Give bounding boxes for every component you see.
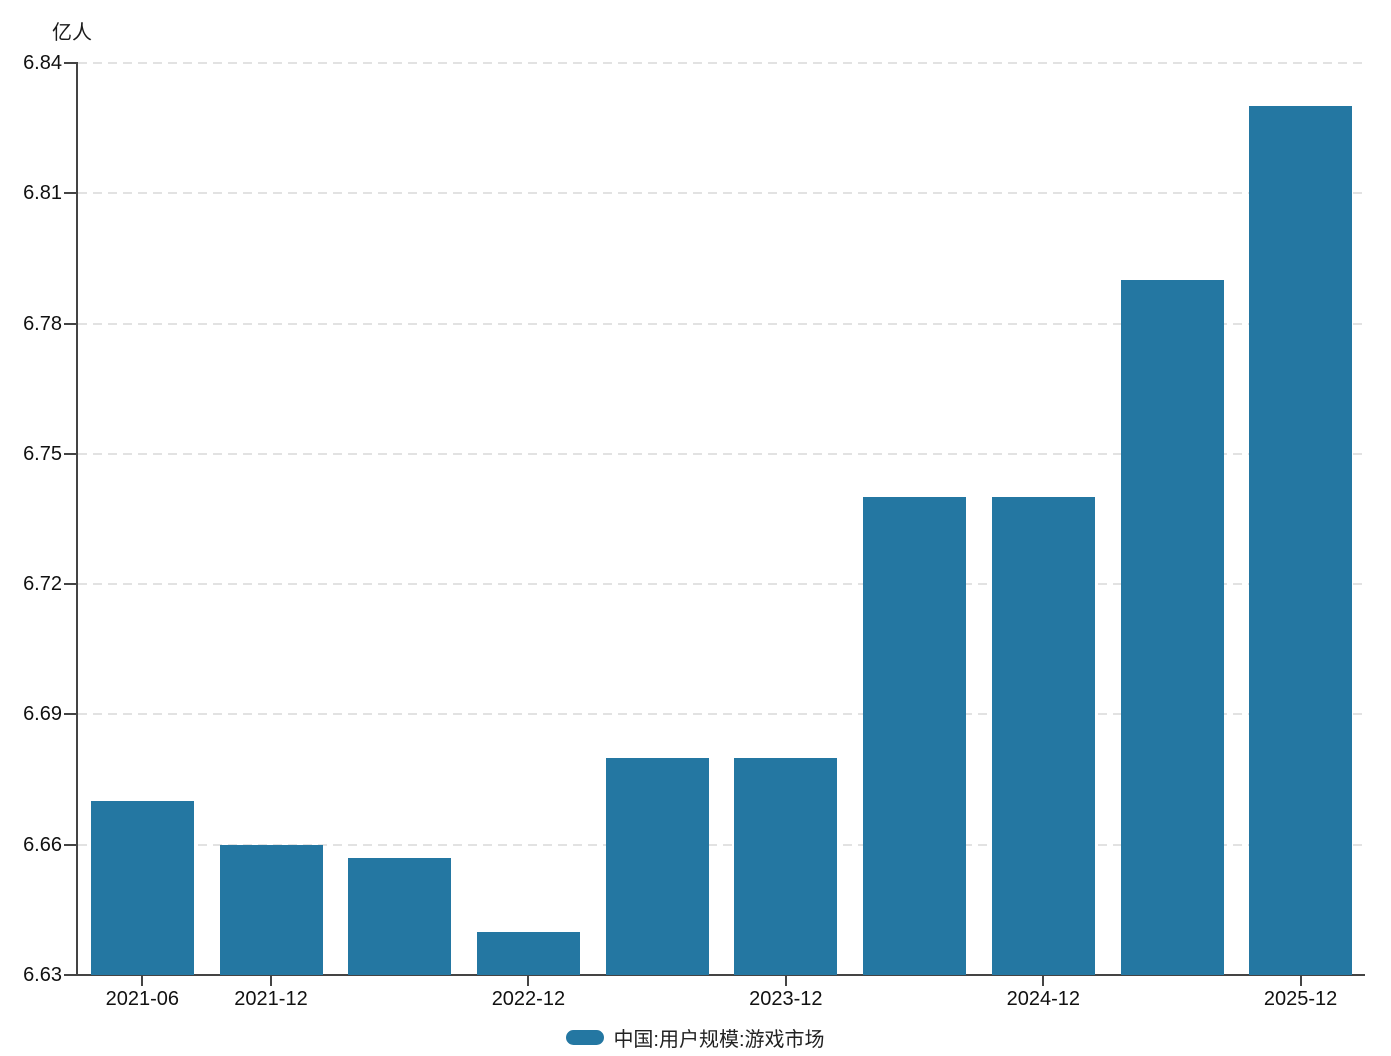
y-grid-line	[78, 62, 1365, 64]
y-grid-line	[78, 844, 1365, 846]
x-tick-mark	[1042, 975, 1045, 986]
legend-swatch	[566, 1030, 605, 1045]
y-grid-line	[78, 192, 1365, 194]
x-tick-mark	[270, 975, 272, 986]
y-tick-label: 6.72	[23, 573, 62, 595]
x-tick-label: 2023-12	[749, 988, 823, 1010]
bar	[348, 857, 452, 975]
y-tick-label: 6.63	[23, 964, 62, 986]
bar	[219, 844, 323, 975]
legend-item[interactable]: 中国:用户规模:游戏市场	[0, 1023, 1391, 1052]
y-tick-mark	[64, 192, 78, 194]
x-tick-label: 2025-12	[1263, 988, 1338, 1010]
bar	[734, 757, 838, 975]
y-grid-line	[78, 453, 1365, 455]
x-tick-mark	[784, 975, 787, 986]
x-tick-mark	[1299, 975, 1302, 986]
bar	[1120, 280, 1224, 975]
y-tick-label: 6.81	[23, 182, 62, 204]
x-tick-label: 2022-12	[491, 988, 566, 1010]
bar	[1249, 106, 1353, 975]
y-tick-mark	[64, 453, 78, 455]
y-tick-mark	[64, 583, 78, 585]
legend-label: 中国:用户规模:游戏市场	[613, 1029, 825, 1051]
x-axis-line	[78, 974, 1365, 976]
y-tick-label: 6.75	[23, 443, 62, 465]
bar	[991, 497, 1095, 975]
y-tick-label: 6.78	[23, 313, 62, 335]
y-grid-line	[78, 713, 1365, 715]
y-tick-label: 6.66	[23, 834, 62, 856]
bar	[90, 801, 194, 975]
bar	[605, 757, 709, 975]
y-axis-line	[76, 63, 78, 975]
x-tick-mark	[141, 975, 144, 986]
y-tick-label: 6.84	[23, 52, 62, 74]
bar	[477, 931, 580, 975]
y-tick-mark	[64, 844, 78, 846]
y-tick-mark	[64, 974, 78, 976]
y-tick-label: 6.69	[23, 703, 62, 725]
y-grid-line	[78, 583, 1365, 585]
y-tick-mark	[64, 62, 78, 64]
y-tick-mark	[64, 323, 78, 325]
bar	[863, 497, 967, 975]
x-tick-label: 2021-12	[234, 988, 308, 1010]
y-tick-mark	[64, 713, 78, 715]
x-tick-mark	[527, 975, 530, 986]
x-tick-label: 2021-06	[105, 988, 179, 1010]
y-grid-line	[78, 323, 1365, 325]
x-tick-label: 2024-12	[1006, 988, 1080, 1010]
y-axis-unit-label: 亿人	[52, 22, 92, 44]
